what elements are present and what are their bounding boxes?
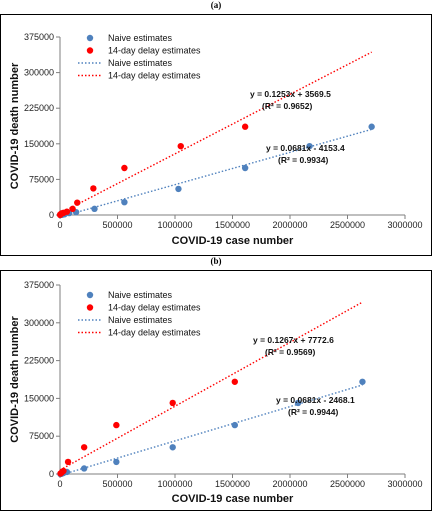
data-point-delay <box>241 123 249 130</box>
legend-label: 14-day delay estimates <box>108 71 201 81</box>
equation-label: y = 0.1267x + 7772.6 <box>253 335 334 345</box>
legend-label: Naive estimates <box>108 315 173 325</box>
trendline-naive <box>61 384 363 474</box>
y-tick-label: 300000 <box>24 318 54 328</box>
data-point-delay <box>80 444 88 451</box>
y-tick-label: 225000 <box>24 103 54 113</box>
y-tick-label: 0 <box>49 210 54 220</box>
r-squared-label: (R² = 0.9652) <box>262 101 312 111</box>
equation-label: y = 0.1253x + 3569.5 <box>250 89 331 99</box>
y-tick-label: 225000 <box>24 356 54 366</box>
r-squared-label: (R² = 0.9569) <box>265 347 315 357</box>
x-tick-label: 1000000 <box>157 479 192 489</box>
data-point-delay <box>231 378 238 385</box>
x-tick-label: 500000 <box>102 479 132 489</box>
panel-label: (a) <box>211 0 222 10</box>
data-point-naive <box>80 465 88 472</box>
x-tick-label: 2500000 <box>330 479 365 489</box>
data-point-delay <box>69 205 76 213</box>
y-axis-title: COVID-19 death number <box>9 316 21 443</box>
r-squared-label: (R² = 0.9944) <box>288 407 338 417</box>
x-tick-label: 2000000 <box>272 220 307 230</box>
x-tick-label: 3000000 <box>387 220 422 230</box>
y-tick-label: 0 <box>49 469 54 479</box>
data-point-naive <box>231 421 238 429</box>
data-point-naive <box>306 142 313 150</box>
x-tick-label: 1000000 <box>157 220 192 230</box>
x-tick-label: 2000000 <box>272 479 307 489</box>
x-axis-title: COVID-19 case number <box>172 235 294 247</box>
chart-panel-1: (a) 0 75000 150000 225000 300000 375000 0 500000… <box>0 0 432 256</box>
data-point-delay <box>64 458 72 466</box>
y-tick-label: 150000 <box>24 393 54 403</box>
y-tick-label: 300000 <box>24 68 54 78</box>
legend-marker <box>86 291 94 299</box>
data-point-delay <box>63 208 71 215</box>
data-point-naive <box>241 164 249 172</box>
data-point-naive <box>113 458 120 466</box>
data-point-delay <box>121 164 128 172</box>
legend-marker <box>86 47 94 54</box>
legend-label: Naive estimates <box>108 58 173 68</box>
x-tick-label: 3000000 <box>387 479 422 489</box>
data-point-delay <box>113 421 120 429</box>
data-point-delay <box>74 199 81 206</box>
legend-label: 14-day delay estimates <box>108 303 201 313</box>
y-tick-label: 75000 <box>29 174 54 184</box>
equation-label: y = 0.0681x - 4153.4 <box>266 143 345 153</box>
equation-label: y = 0.0681x - 2468.1 <box>276 395 355 405</box>
x-tick-label: 0 <box>57 479 62 489</box>
data-point-naive <box>175 185 182 193</box>
data-point-naive <box>169 444 176 451</box>
legend-marker <box>86 304 94 311</box>
data-point-naive <box>368 123 375 130</box>
legend-marker <box>86 34 94 42</box>
x-tick-label: 0 <box>57 220 62 230</box>
legend-label: 14-day delay estimates <box>108 328 201 338</box>
y-tick-label: 150000 <box>24 139 54 149</box>
trendline-naive <box>64 128 372 215</box>
legend-label: 14-day delay estimates <box>108 46 201 56</box>
y-tick-label: 75000 <box>29 431 54 441</box>
y-axis-title: COVID-19 death number <box>9 62 21 189</box>
data-point-delay <box>60 467 67 475</box>
data-point-naive <box>359 378 366 385</box>
data-point-naive <box>121 198 128 206</box>
data-point-delay <box>177 142 184 150</box>
legend-label: Naive estimates <box>108 33 173 43</box>
chart-panel-2: (b) 0 75000 150000 225000 300000 375000 0 500000… <box>0 256 432 511</box>
panel-label: (b) <box>211 256 222 266</box>
x-tick-label: 500000 <box>102 220 132 230</box>
x-tick-label: 2500000 <box>330 220 365 230</box>
y-tick-label: 375000 <box>24 32 54 42</box>
legend-label: Naive estimates <box>108 290 173 300</box>
trendline-delay <box>59 301 363 471</box>
data-point-naive <box>294 399 302 407</box>
r-squared-label: (R² = 0.9934) <box>278 155 328 165</box>
data-point-delay <box>90 185 97 192</box>
data-point-naive <box>91 205 98 213</box>
x-axis-title: COVID-19 case number <box>172 493 294 505</box>
trendline-delay <box>59 51 372 214</box>
x-tick-label: 1500000 <box>215 479 250 489</box>
y-tick-label: 375000 <box>24 280 54 290</box>
x-tick-label: 1500000 <box>215 220 250 230</box>
data-point-delay <box>169 399 176 407</box>
